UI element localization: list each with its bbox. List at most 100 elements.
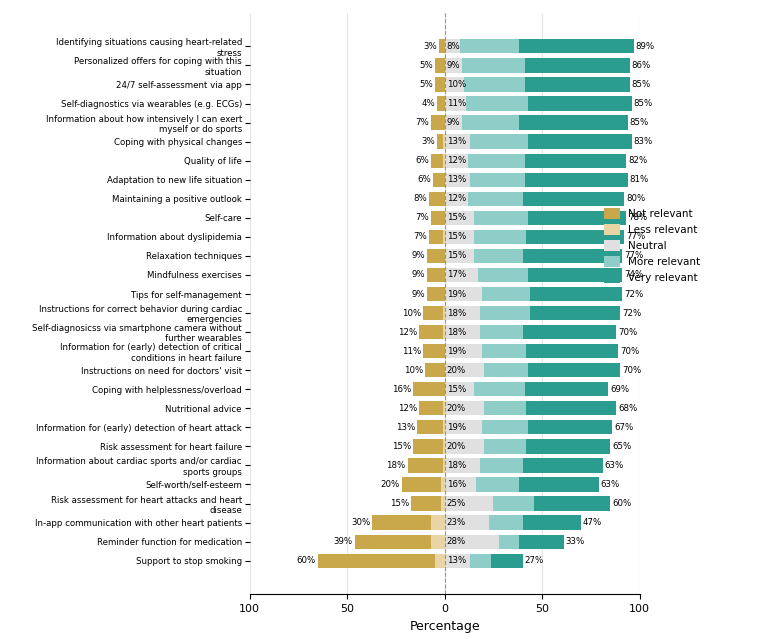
Text: 77%: 77% — [624, 251, 643, 261]
Text: 9%: 9% — [412, 270, 425, 279]
Bar — [445, 268, 477, 282]
Bar — [419, 401, 442, 415]
Text: 9%: 9% — [412, 251, 425, 261]
Bar — [526, 229, 624, 244]
Bar — [434, 58, 445, 73]
Bar — [484, 439, 527, 454]
Text: 7%: 7% — [413, 233, 427, 242]
Text: 89%: 89% — [636, 42, 655, 51]
Bar — [442, 134, 445, 149]
Bar — [442, 153, 445, 168]
Bar — [484, 363, 528, 378]
Text: 63%: 63% — [604, 461, 624, 470]
Bar — [425, 363, 445, 378]
Bar — [445, 287, 481, 301]
Bar — [445, 96, 466, 111]
Bar — [473, 249, 523, 263]
Bar — [431, 116, 445, 130]
Text: 3%: 3% — [423, 42, 437, 51]
Bar — [523, 249, 622, 263]
Bar — [442, 458, 445, 473]
Bar — [528, 96, 632, 111]
Text: 85%: 85% — [633, 99, 653, 108]
Text: 67%: 67% — [614, 423, 633, 432]
Bar — [445, 134, 470, 149]
Bar — [417, 420, 442, 435]
Bar — [438, 39, 445, 54]
Bar — [442, 420, 445, 435]
Bar — [481, 420, 528, 435]
Text: 25%: 25% — [446, 499, 466, 508]
Bar — [427, 249, 445, 263]
Text: 12%: 12% — [398, 328, 417, 337]
Bar — [411, 497, 441, 511]
Bar — [445, 306, 480, 320]
Bar — [470, 173, 524, 187]
Bar — [445, 382, 473, 396]
Bar — [431, 211, 445, 225]
Bar — [419, 325, 442, 339]
Bar — [445, 116, 462, 130]
Text: 70%: 70% — [620, 346, 640, 356]
Bar — [441, 477, 445, 491]
Bar — [473, 229, 526, 244]
Text: 13%: 13% — [396, 423, 415, 432]
Bar — [470, 134, 528, 149]
Bar — [423, 344, 445, 358]
Bar — [480, 306, 530, 320]
Bar — [445, 173, 470, 187]
Text: 69%: 69% — [610, 385, 629, 394]
Text: 13%: 13% — [446, 556, 466, 565]
Bar — [491, 553, 523, 568]
Bar — [530, 287, 622, 301]
Text: 16%: 16% — [446, 480, 466, 489]
Bar — [523, 325, 616, 339]
Text: 18%: 18% — [446, 461, 466, 470]
Text: 15%: 15% — [446, 233, 466, 242]
Text: 28%: 28% — [446, 537, 466, 546]
Bar — [526, 401, 616, 415]
Bar — [445, 249, 473, 263]
Bar — [442, 229, 445, 244]
Text: 5%: 5% — [419, 80, 433, 89]
Text: 12%: 12% — [446, 156, 466, 165]
Bar — [445, 229, 473, 244]
Text: 18%: 18% — [446, 328, 466, 337]
Bar — [519, 116, 628, 130]
Bar — [519, 477, 598, 491]
Bar — [523, 192, 624, 206]
Text: 4%: 4% — [421, 99, 434, 108]
Bar — [445, 363, 484, 378]
Bar — [431, 516, 445, 530]
Bar — [413, 439, 442, 454]
Bar — [434, 77, 445, 91]
Bar — [427, 287, 445, 301]
Text: 11%: 11% — [402, 346, 421, 356]
Bar — [442, 325, 445, 339]
Text: 70%: 70% — [618, 328, 637, 337]
Bar — [445, 516, 489, 530]
Text: 78%: 78% — [628, 213, 647, 222]
Text: 12%: 12% — [398, 404, 417, 413]
Bar — [460, 39, 519, 54]
Bar — [464, 77, 524, 91]
Text: 13%: 13% — [446, 137, 466, 146]
Text: 68%: 68% — [618, 404, 637, 413]
Text: 12%: 12% — [446, 194, 466, 203]
Text: 65%: 65% — [612, 442, 632, 451]
Bar — [462, 58, 524, 73]
Text: 18%: 18% — [446, 309, 466, 318]
Text: 9%: 9% — [446, 118, 460, 127]
Bar — [489, 516, 523, 530]
Bar — [484, 401, 527, 415]
Text: 5%: 5% — [419, 61, 433, 70]
Bar — [442, 439, 445, 454]
Text: 8%: 8% — [413, 194, 427, 203]
Text: 20%: 20% — [446, 404, 466, 413]
Bar — [445, 325, 480, 339]
Text: 6%: 6% — [417, 175, 431, 184]
Text: 77%: 77% — [626, 233, 645, 242]
Text: 11%: 11% — [446, 99, 466, 108]
Bar — [445, 153, 468, 168]
Bar — [528, 134, 632, 149]
